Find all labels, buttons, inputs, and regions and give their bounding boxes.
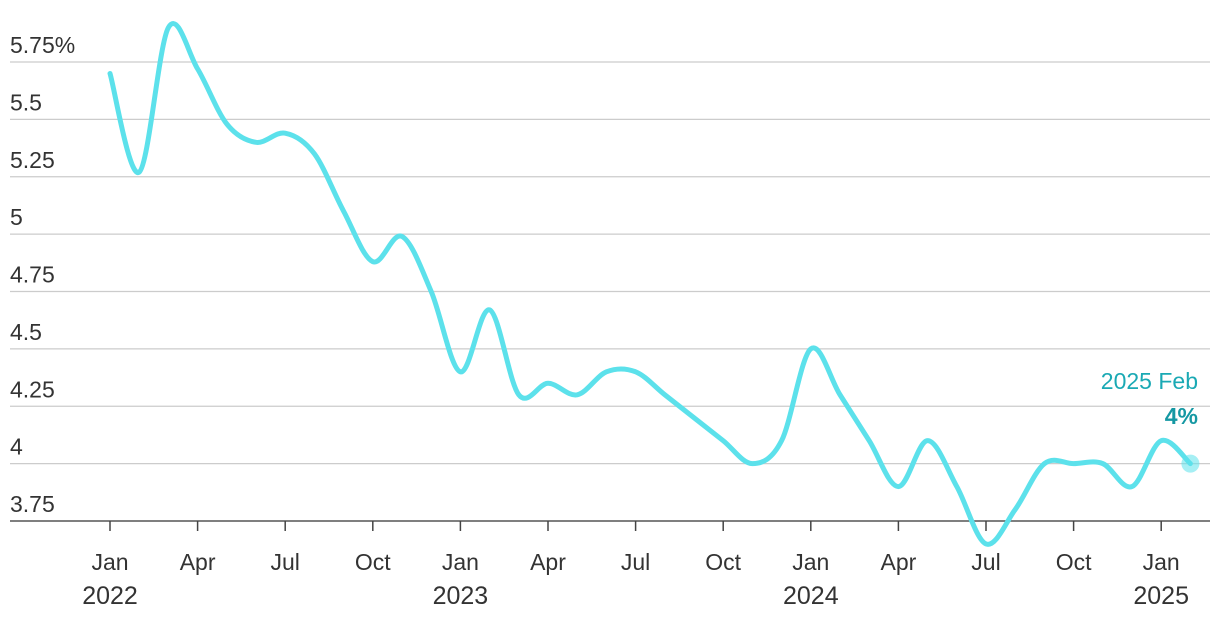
y-tick-label: 5.5: [10, 89, 42, 115]
x-tick-label: Jul: [270, 549, 299, 575]
x-year-label: 2024: [783, 582, 839, 610]
x-tick-label: Jan: [91, 549, 128, 575]
y-tick-label: 4.75: [10, 262, 55, 288]
x-tick-label: Jul: [621, 549, 650, 575]
y-tick-label: 5.25: [10, 147, 55, 173]
x-tick-label: Oct: [705, 549, 741, 575]
gridlines: [10, 61, 1210, 522]
x-tick-label: Apr: [881, 549, 917, 575]
x-tick-label: Jan: [442, 549, 479, 575]
annotation-value-label: 4%: [1165, 403, 1198, 429]
annotation-date-label: 2025 Feb: [1101, 368, 1198, 394]
y-axis: 5.75% 5.5 5.25 5 4.75 4.5 4.25 4 3.75: [10, 32, 75, 517]
latest-value-annotation: 2025 Feb 4%: [1101, 368, 1198, 429]
y-tick-label: 5.75%: [10, 32, 75, 58]
y-tick-label: 4.25: [10, 376, 55, 402]
series-layer: [107, 21, 1200, 547]
y-tick-label: 4: [10, 434, 23, 460]
x-tick-label: Jan: [1143, 549, 1180, 575]
x-tick-label: Apr: [530, 549, 566, 575]
x-year-label: 2023: [433, 582, 489, 610]
x-tick-label: Oct: [355, 549, 391, 575]
x-year-label: 2022: [82, 582, 138, 610]
x-tick-label: Apr: [180, 549, 216, 575]
x-tick-label: Oct: [1056, 549, 1092, 575]
y-tick-label: 5: [10, 204, 23, 230]
series-line: [107, 21, 1193, 547]
x-year-label: 2025: [1133, 582, 1189, 610]
y-tick-label: 3.75: [10, 491, 55, 517]
x-axis: Jan 2022 Apr Jul Oct Jan 2023 Apr Jul Oct Jan 2024 A…: [82, 521, 1189, 610]
x-tick-label: Jul: [971, 549, 1000, 575]
y-tick-label: 4.5: [10, 319, 42, 345]
x-tick-label: Jan: [792, 549, 829, 575]
latest-point-marker: [1181, 454, 1200, 473]
